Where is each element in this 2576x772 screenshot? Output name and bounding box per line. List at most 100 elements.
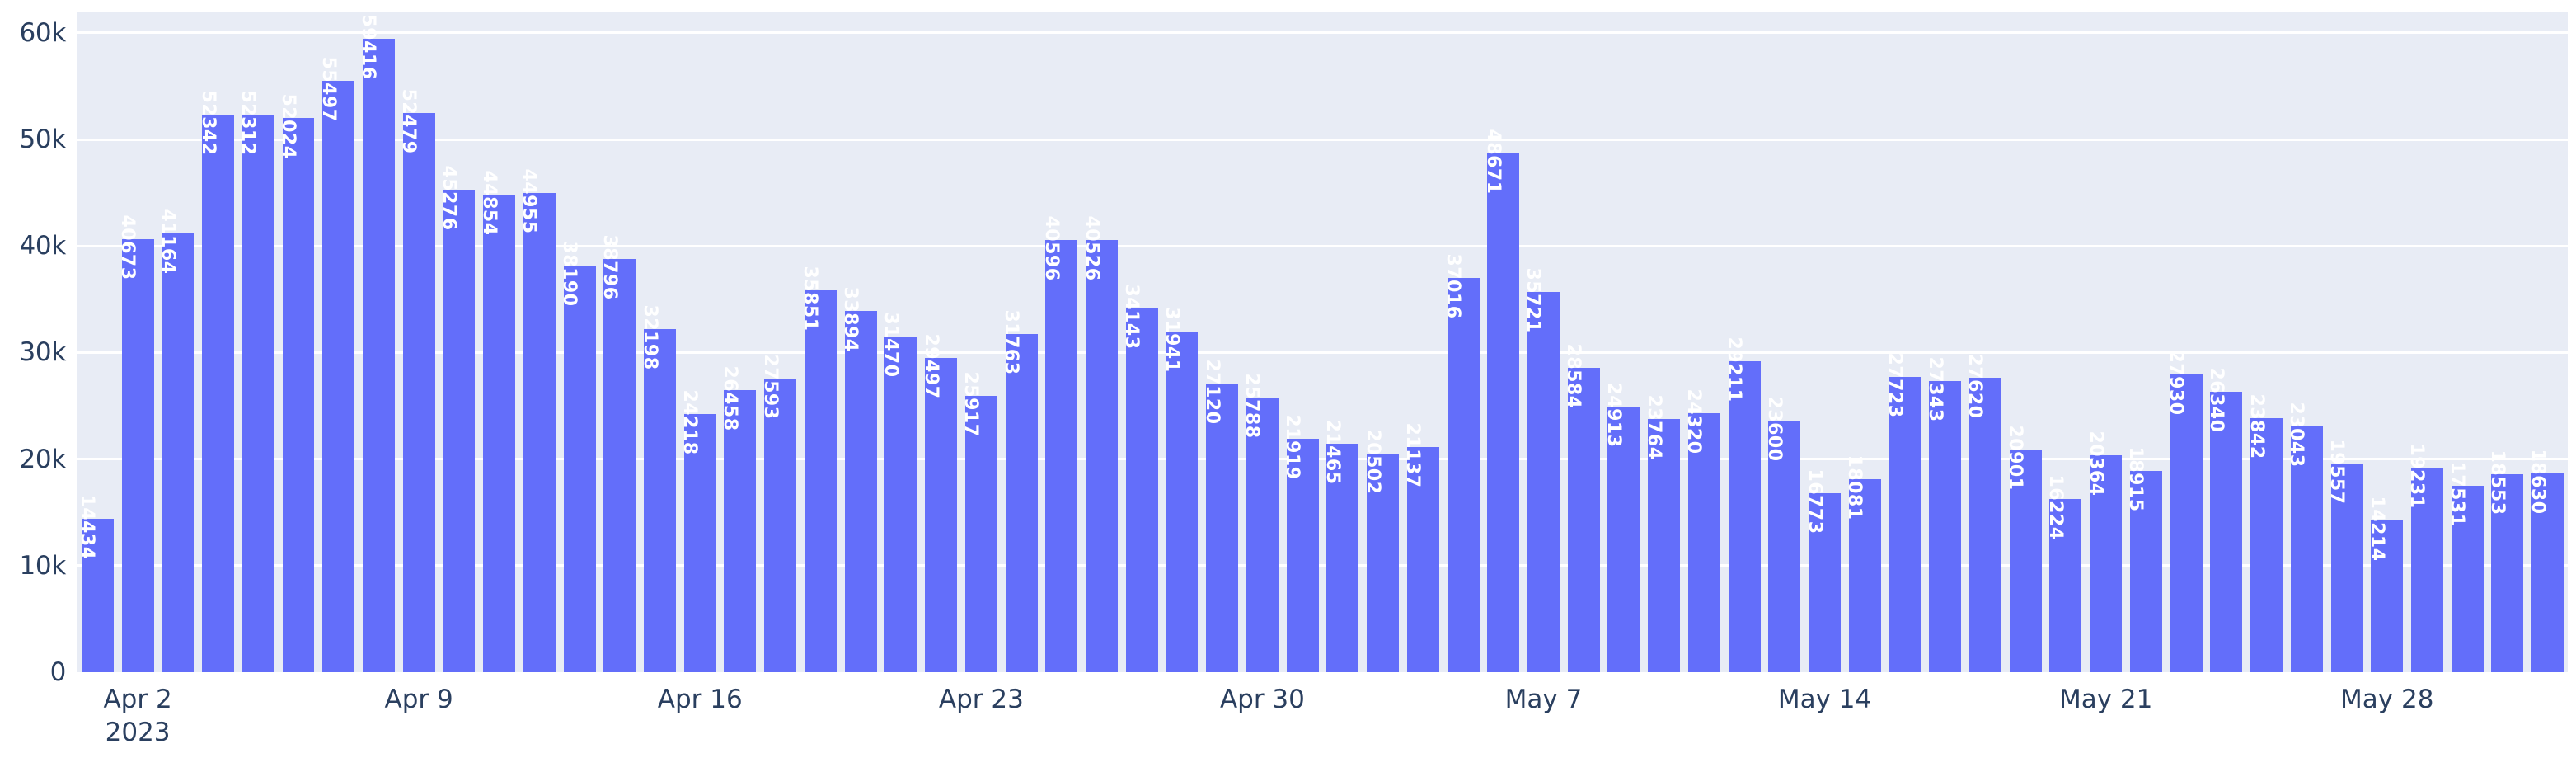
bar[interactable]: 33894 (840, 287, 877, 672)
bar[interactable]: 17531 (2447, 461, 2484, 672)
bar-value-label: 40596 (1040, 215, 1062, 281)
bar[interactable]: 52024 (278, 93, 315, 672)
bar[interactable]: 20364 (2086, 431, 2123, 672)
bar[interactable]: 16773 (1804, 469, 1842, 672)
bar[interactable]: 31941 (1161, 308, 1199, 672)
bar-value-label: 18081 (1844, 454, 1865, 520)
bar[interactable]: 29211 (1724, 337, 1761, 672)
bar-value-label: 17531 (2447, 460, 2468, 527)
bar[interactable]: 23600 (1764, 397, 1801, 672)
bar-value-label: 26340 (2205, 367, 2226, 433)
bar[interactable]: 23043 (2286, 402, 2323, 672)
bar-value-label: 45276 (438, 165, 459, 231)
bar[interactable]: 40526 (1082, 216, 1118, 672)
y-axis-tick-label: 60k (19, 17, 67, 48)
bar[interactable]: 55497 (318, 56, 355, 672)
bar[interactable]: 16224 (2045, 475, 2082, 672)
bar[interactable]: 52342 (198, 90, 235, 672)
x-axis: Apr 2 2023 Apr 9 Apr 16 Apr 23 Apr 30 May 7 May… (77, 672, 2568, 772)
bar[interactable]: 18915 (2125, 446, 2162, 672)
bar-value-label: 28584 (1563, 343, 1584, 409)
bar-value-label: 24218 (679, 389, 701, 455)
gridline (77, 564, 2568, 567)
bar-value-label: 18915 (2125, 446, 2147, 512)
x-axis-tick-label: May 7 (1505, 684, 1583, 717)
bar-value-label: 27343 (1924, 356, 1945, 422)
bar[interactable]: 59416 (358, 15, 395, 672)
bar[interactable]: 24913 (1603, 383, 1640, 672)
bar-value-label: 21137 (1402, 422, 1424, 488)
bar[interactable]: 52479 (398, 88, 435, 672)
bar[interactable]: 40673 (117, 214, 154, 672)
bar[interactable]: 27930 (2165, 351, 2203, 672)
bar[interactable]: 19557 (2326, 440, 2363, 672)
bar-value-label: 27723 (1884, 352, 1906, 418)
bar-value-label: 25917 (960, 371, 982, 437)
bar-value-label: 31763 (1001, 309, 1022, 375)
bar[interactable]: 32198 (640, 305, 676, 672)
bar-value-label: 14434 (77, 494, 98, 560)
bar[interactable]: 27620 (1964, 354, 2001, 672)
bar-value-label: 55497 (317, 56, 339, 122)
bar[interactable]: 21137 (1402, 422, 1439, 672)
bar[interactable]: 18553 (2487, 450, 2524, 672)
bar-value-label: 24913 (1602, 382, 1624, 448)
bar[interactable]: 27723 (1884, 352, 1921, 672)
bar[interactable]: 44955 (518, 169, 556, 672)
bar[interactable]: 45276 (439, 166, 476, 672)
x-axis-tick-date: May 28 (2340, 685, 2434, 714)
bar[interactable]: 25788 (1241, 373, 1279, 672)
bar[interactable]: 21919 (1282, 414, 1319, 672)
bar[interactable]: 26458 (720, 366, 757, 672)
bar[interactable]: 41164 (157, 209, 195, 672)
bar[interactable]: 38796 (599, 234, 636, 672)
bar[interactable]: 20901 (2005, 425, 2042, 672)
bar-value-label: 34143 (1121, 284, 1143, 350)
bar[interactable]: 37016 (1443, 253, 1480, 672)
y-axis-tick-label: 40k (19, 231, 67, 261)
bar[interactable]: 38190 (559, 241, 596, 672)
bar-value-label: 20364 (2085, 431, 2106, 497)
bar[interactable]: 25917 (960, 372, 997, 672)
bar[interactable]: 18630 (2527, 450, 2564, 672)
bar[interactable]: 31470 (880, 313, 917, 672)
bar[interactable]: 27343 (1925, 356, 1962, 672)
bar-value-label: 32198 (639, 304, 660, 370)
x-axis-tick-date: Apr 9 (384, 685, 453, 714)
bar[interactable]: 18081 (1844, 455, 1881, 672)
bar-value-label: 20502 (1362, 429, 1383, 495)
bar-value-label: 19231 (2406, 443, 2428, 509)
bar[interactable]: 21465 (1322, 419, 1359, 672)
bar[interactable]: 29497 (921, 333, 958, 672)
bar[interactable]: 40596 (1041, 215, 1078, 672)
bar-value-label: 23043 (2286, 402, 2307, 468)
bar-value-label: 35851 (800, 266, 821, 332)
bar-value-label: 24320 (1683, 388, 1705, 454)
bar-value-label: 16773 (1804, 468, 1825, 534)
bar[interactable]: 20502 (1363, 430, 1400, 672)
x-axis-tick-date: May 21 (2058, 685, 2153, 714)
bar[interactable]: 23764 (1644, 394, 1681, 672)
bar[interactable]: 24218 (679, 390, 716, 672)
bar[interactable]: 23842 (2246, 393, 2283, 672)
bar-value-label: 31941 (1161, 307, 1182, 373)
bar[interactable]: 19231 (2406, 443, 2443, 672)
bar[interactable]: 14434 (77, 494, 114, 672)
bar[interactable]: 14214 (2367, 497, 2404, 672)
bar[interactable]: 27120 (1202, 359, 1239, 672)
y-axis-tick-mark (70, 458, 77, 460)
bar[interactable]: 35721 (1523, 267, 1560, 672)
bar[interactable]: 26340 (2206, 367, 2243, 672)
bar[interactable]: 34143 (1121, 284, 1158, 672)
y-axis-tick-mark (70, 139, 77, 141)
y-axis-tick-mark (70, 671, 77, 673)
bar[interactable]: 44854 (479, 170, 516, 672)
bar[interactable]: 35851 (800, 266, 837, 672)
bar[interactable]: 28584 (1563, 343, 1600, 672)
bar[interactable]: 24320 (1683, 388, 1720, 672)
bar[interactable]: 48671 (1483, 129, 1520, 672)
bar[interactable]: 52312 (237, 91, 274, 672)
bar[interactable]: 27593 (760, 354, 797, 672)
bar-value-label: 40526 (1081, 215, 1102, 281)
bar[interactable]: 31763 (1001, 309, 1038, 672)
